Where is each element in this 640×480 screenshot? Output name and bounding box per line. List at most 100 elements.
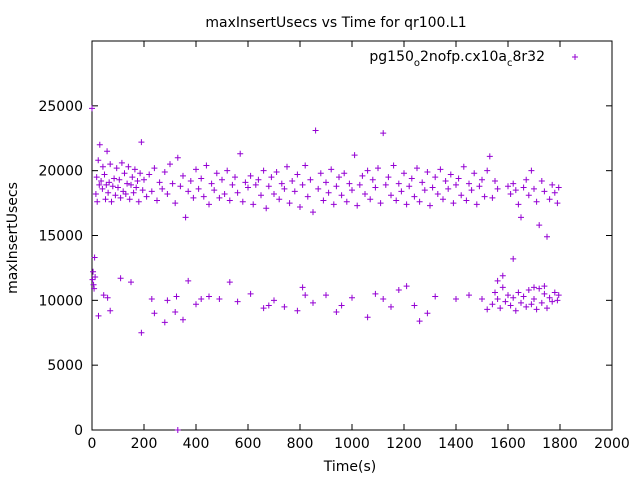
data-point [250,201,257,208]
data-point [369,176,376,183]
data-point [510,255,517,262]
x-tick-label: 800 [287,436,314,452]
data-point [541,283,548,290]
data-point [260,167,267,174]
data-point [310,209,316,216]
data-point [510,294,517,301]
data-point [460,163,467,170]
data-point [468,187,475,194]
data-point [471,170,478,177]
data-point [380,296,387,303]
data-point [148,188,155,195]
data-point [450,200,457,207]
data-point [156,179,163,186]
data-point [367,196,374,203]
data-point [393,197,400,204]
data-point [139,187,146,194]
data-point [549,298,556,305]
data-point [531,296,537,303]
data-point [323,292,329,299]
data-point [161,168,168,175]
data-point [546,294,553,301]
data-point [302,162,309,169]
data-point [164,191,171,198]
data-point [354,202,361,209]
x-tick-label: 600 [235,436,262,452]
data-point [437,166,444,173]
data-point [427,202,433,209]
x-tick-label: 1200 [386,436,422,452]
x-tick-label: 0 [88,436,97,452]
data-point [187,178,194,185]
data-point [463,197,470,204]
data-point [323,179,329,186]
data-point [216,296,223,303]
data-point [484,306,491,313]
data-point [507,302,514,309]
data-point [479,176,485,183]
data-point [198,175,205,182]
data-point [447,171,454,178]
data-point [541,290,548,297]
data-point [304,193,311,200]
legend-marker-symbol [572,54,578,60]
data-point [95,312,102,319]
data-point [536,285,543,292]
data-point [247,172,254,179]
data-point [442,178,449,185]
data-point [453,296,459,303]
data-point [138,329,145,336]
data-point [174,154,181,161]
data-point [372,184,379,191]
data-point [364,167,371,174]
data-point [499,284,506,291]
data-point [96,181,103,188]
data-point [91,285,98,292]
data-point [338,302,345,309]
data-point [89,276,96,283]
data-point [260,305,267,312]
legend: pg150o2nofp.cx10ac8r32 [369,49,578,69]
data-point [190,194,197,201]
data-point [320,197,327,204]
data-point [182,214,189,221]
data-point [173,293,180,300]
data-point [502,298,509,305]
data-point [226,197,233,204]
data-point [362,191,368,198]
data-point [317,170,324,177]
data-point [494,296,501,303]
data-point [242,179,249,186]
data-point [492,289,498,296]
data-point [219,176,225,183]
data-point [143,193,150,200]
data-point [544,305,550,312]
data-point [525,192,532,199]
data-point [134,178,141,185]
data-point [518,214,524,221]
y-tick-label: 15000 [38,229,83,245]
data-point [325,189,332,196]
data-point [555,292,562,299]
data-point [528,301,535,308]
data-point [116,176,123,183]
data-point [232,174,238,181]
data-point [544,233,550,240]
data-point [414,165,420,172]
data-point [234,189,241,196]
data-point [271,191,277,198]
data-point [356,181,363,188]
data-point [445,185,452,192]
data-point [107,307,114,314]
data-point [106,179,113,186]
data-point [172,309,179,316]
data-point [346,180,353,187]
data-point [351,152,358,159]
data-point [401,170,407,177]
data-point [494,185,501,192]
data-point [289,178,296,185]
data-point [555,184,562,191]
data-point [375,165,381,172]
data-point [281,185,288,192]
data-point [161,319,168,326]
